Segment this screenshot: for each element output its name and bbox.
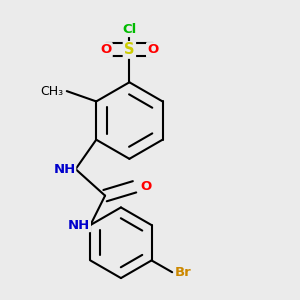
Text: S: S [124, 42, 135, 57]
Text: Br: Br [175, 266, 192, 279]
Text: NH: NH [53, 163, 76, 176]
Text: O: O [140, 180, 152, 193]
Text: NH: NH [68, 219, 90, 232]
Text: Cl: Cl [122, 23, 136, 36]
Text: O: O [100, 44, 112, 56]
Text: O: O [147, 44, 159, 56]
Text: CH₃: CH₃ [41, 85, 64, 98]
